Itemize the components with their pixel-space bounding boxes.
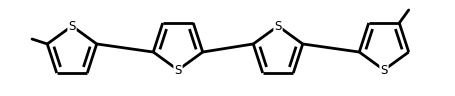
Text: S: S xyxy=(274,19,281,33)
Text: S: S xyxy=(174,63,181,77)
Text: S: S xyxy=(379,63,387,77)
Text: S: S xyxy=(68,19,76,33)
